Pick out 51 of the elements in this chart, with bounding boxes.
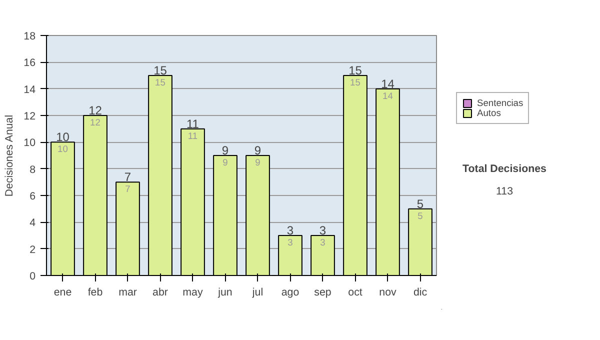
- legend-label: Sentencias: [477, 98, 524, 108]
- x-tick-label: feb: [88, 286, 103, 298]
- data-label: 5: [418, 210, 423, 221]
- data-label: 15: [350, 78, 360, 88]
- y-tick-label: 16: [24, 57, 36, 70]
- total-label: 3: [319, 224, 326, 238]
- total-label: 14: [381, 76, 395, 91]
- text: 113: [496, 185, 514, 198]
- y-tick-label: 10: [24, 137, 36, 150]
- y-tick-label: 12: [24, 110, 36, 122]
- data-label: 11: [188, 130, 198, 141]
- legend-label: Autos: [477, 108, 501, 118]
- y-tick-label: 4: [30, 217, 36, 230]
- x-tick-label: ago: [281, 286, 300, 298]
- total-label: 9: [254, 144, 262, 158]
- x-tick-label: may: [182, 286, 204, 298]
- total-label: 9: [222, 144, 229, 158]
- x-tick-label: jul: [251, 286, 264, 298]
- data-label: 3: [320, 238, 326, 248]
- y-tick-label: 2: [30, 244, 36, 256]
- y-axis-title: Decisiones Anual: [4, 114, 16, 197]
- x-tick-label: sep: [314, 286, 332, 298]
- data-label: 9: [255, 158, 260, 168]
- total-label: 5: [416, 196, 424, 211]
- y-tick-label: 6: [30, 190, 36, 202]
- data-label: 7: [125, 184, 130, 194]
- data-label: 12: [90, 118, 100, 128]
- total-label: 3: [286, 224, 294, 238]
- y-tick-label: 0: [30, 270, 36, 282]
- x-tick-label: ene: [54, 286, 72, 298]
- data-label: 3: [288, 238, 293, 248]
- total-label: 12: [88, 104, 102, 118]
- data-label: 14: [382, 90, 393, 101]
- total-label: 15: [348, 64, 362, 78]
- total-label: 11: [186, 116, 200, 131]
- data-label: 10: [58, 144, 68, 154]
- total-label: 10: [56, 130, 70, 144]
- y-tick-label: 18: [24, 30, 36, 42]
- x-tick-label: jun: [217, 286, 232, 298]
- y-tick-label: 14: [24, 84, 36, 96]
- total-label: 7: [124, 170, 132, 184]
- x-tick-label: nov: [379, 286, 398, 298]
- x-tick-label: dic: [413, 286, 428, 298]
- y-tick-label: 8: [30, 164, 36, 176]
- data-label: 15: [155, 78, 166, 88]
- total-label: 15: [154, 64, 168, 78]
- text: Total Decisiones: [462, 163, 547, 176]
- x-tick-label: mar: [118, 286, 138, 298]
- x-tick-label: oct: [348, 286, 362, 298]
- data-label: 9: [222, 158, 228, 168]
- x-tick-label: abr: [152, 286, 168, 298]
